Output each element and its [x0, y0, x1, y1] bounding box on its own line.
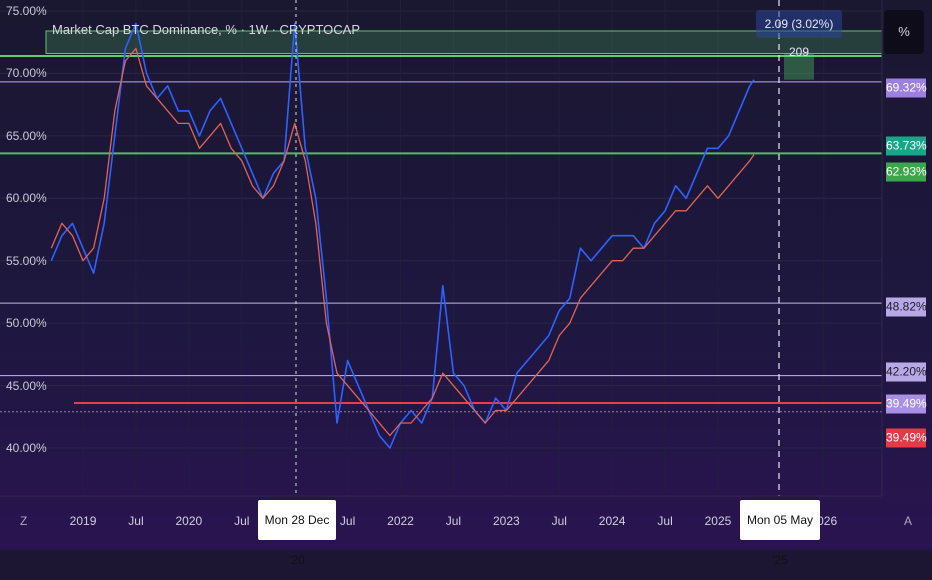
- x-tick-label: 2020: [175, 514, 203, 528]
- x-tick-label: Jul: [339, 514, 356, 528]
- series-lines: [50, 22, 755, 449]
- x-tick-label: Jul: [551, 514, 567, 528]
- grid-lines: [0, 10, 882, 449]
- y-tick-label: 45.00%: [6, 378, 47, 393]
- series-line-1: [50, 47, 755, 437]
- y-tick-label: 70.00%: [6, 66, 47, 81]
- unit-toggle-button[interactable]: %: [884, 10, 924, 54]
- price-badge: 42.20%: [886, 362, 927, 382]
- price-badge: 69.32%: [886, 78, 927, 98]
- series-line-0: [50, 22, 755, 449]
- price-chart[interactable]: [0, 0, 932, 550]
- plot-background: [0, 0, 932, 550]
- chart-title: Market Cap BTC Dominance, % · 1W · CRYPT…: [52, 22, 360, 37]
- crosshair-lines: [295, 0, 780, 496]
- y-tick-label: 50.00%: [6, 316, 47, 331]
- price-badge: 39.49%: [886, 394, 927, 414]
- price-badge: 48.82%: [886, 297, 927, 317]
- x-tick-label: Jul: [234, 514, 250, 528]
- x-tick-label: 2025: [704, 514, 732, 528]
- x-tick-label: 2023: [492, 514, 520, 528]
- x-tick-label: 2022: [387, 514, 414, 528]
- y-tick-label: 65.00%: [6, 128, 47, 143]
- x-tick-label: Jul: [657, 514, 673, 528]
- price-badge: 39.49%: [886, 428, 927, 448]
- y-tick-label: 75.00%: [6, 4, 47, 18]
- x-tick-label: 2024: [598, 514, 626, 528]
- y-tick-label: 55.00%: [6, 253, 47, 268]
- crosshair-date-label-right: Mon 05 May '25: [740, 500, 820, 567]
- crosshair-date-label-left: Mon 28 Dec '20: [258, 500, 336, 567]
- price-badge: 62.93%: [886, 162, 927, 182]
- y-tick-label: 60.00%: [6, 191, 47, 206]
- y-tick-label: 40.00%: [6, 441, 47, 455]
- level-lines: [0, 54, 882, 413]
- measure-tooltip: 2.09 (3.02%) 209: [756, 10, 842, 59]
- price-badge: 63.73%: [886, 136, 927, 156]
- x-tick-label: 2019: [69, 514, 97, 528]
- zoom-reset-button[interactable]: Z: [20, 514, 28, 528]
- auto-scale-button[interactable]: A: [904, 514, 913, 528]
- x-tick-label: Jul: [128, 514, 144, 528]
- x-tick-label: Jul: [445, 514, 462, 528]
- projection-box: [784, 53, 814, 80]
